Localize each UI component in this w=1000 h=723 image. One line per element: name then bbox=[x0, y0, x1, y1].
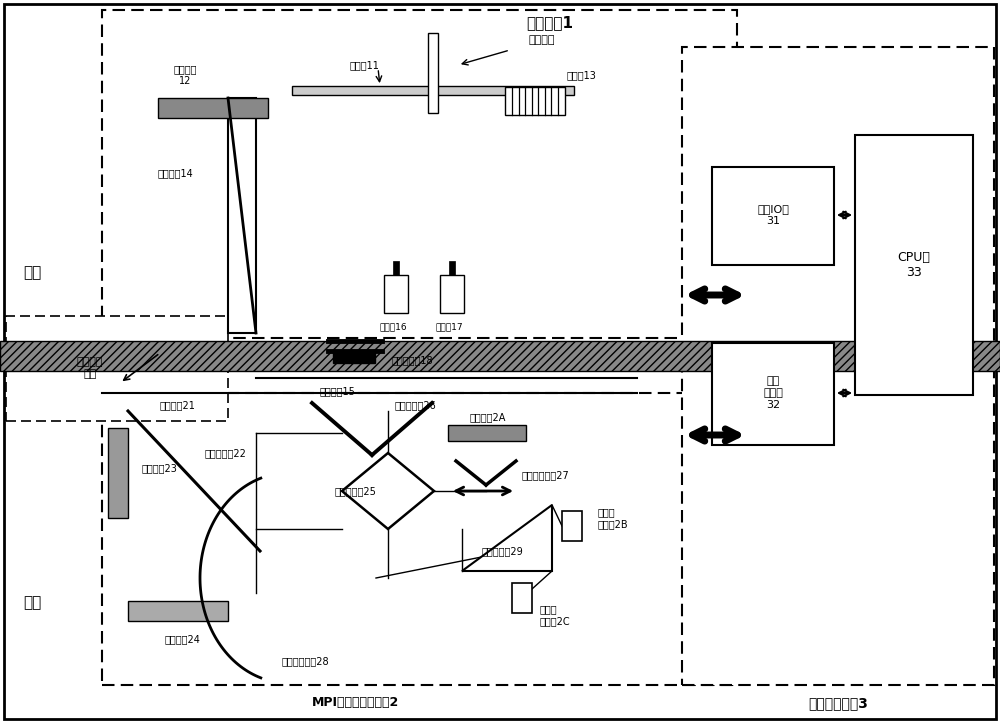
Bar bbox=[128, 601, 228, 621]
Polygon shape bbox=[342, 453, 434, 529]
Polygon shape bbox=[462, 505, 552, 571]
Text: 校准黑体
12: 校准黑体 12 bbox=[173, 64, 197, 86]
Bar bbox=[102, 10, 737, 338]
Bar bbox=[562, 511, 582, 541]
Text: 参考黑体23: 参考黑体23 bbox=[142, 463, 178, 473]
Text: 波束分离器22: 波束分离器22 bbox=[205, 448, 247, 458]
Text: 系统控制设备3: 系统控制设备3 bbox=[808, 696, 868, 710]
Text: 抛物面反射镜28: 抛物面反射镜28 bbox=[281, 656, 329, 666]
Text: 波束分离器29: 波束分离器29 bbox=[481, 546, 523, 556]
Text: 数字IO板
31: 数字IO板 31 bbox=[757, 204, 789, 226]
Text: 太赫兹
探测器2C: 太赫兹 探测器2C bbox=[540, 604, 571, 626]
Bar bbox=[108, 428, 128, 518]
Bar bbox=[712, 343, 834, 445]
Text: 可移动屋面镜27: 可移动屋面镜27 bbox=[522, 470, 570, 480]
Text: 太赫兹
探测器2B: 太赫兹 探测器2B bbox=[598, 508, 629, 529]
Text: 旋转臂11: 旋转臂11 bbox=[350, 60, 380, 70]
Text: 介质窗口14: 介质窗口14 bbox=[157, 168, 193, 178]
Bar bbox=[0, 341, 1000, 371]
Bar bbox=[855, 135, 973, 395]
Bar bbox=[158, 98, 268, 118]
Bar bbox=[712, 167, 834, 265]
Text: 数据
采集板
32: 数据 采集板 32 bbox=[763, 377, 783, 410]
Text: 介质窗口15: 介质窗口15 bbox=[320, 386, 356, 396]
Bar bbox=[393, 261, 399, 275]
Bar bbox=[102, 393, 737, 685]
Bar bbox=[428, 33, 438, 113]
Text: 旋转装置: 旋转装置 bbox=[529, 35, 555, 45]
Bar bbox=[6, 316, 228, 421]
Bar bbox=[682, 47, 994, 685]
Text: 室外: 室外 bbox=[23, 265, 41, 281]
Text: 校准设备1: 校准设备1 bbox=[526, 15, 574, 30]
Text: 信号传输
装置: 信号传输 装置 bbox=[77, 357, 103, 379]
Bar bbox=[448, 425, 526, 441]
Bar bbox=[449, 261, 455, 275]
Bar bbox=[333, 353, 375, 363]
Text: 固定屋面镜26: 固定屋面镜26 bbox=[395, 400, 437, 410]
Bar bbox=[512, 583, 532, 613]
Text: CPU板
33: CPU板 33 bbox=[898, 251, 930, 279]
Bar bbox=[292, 86, 574, 95]
Text: 介质窗口21: 介质窗口21 bbox=[160, 400, 196, 410]
Text: 温度计17: 温度计17 bbox=[435, 322, 463, 332]
Bar bbox=[384, 275, 408, 313]
Text: 温度计16: 温度计16 bbox=[379, 322, 407, 332]
Bar bbox=[228, 98, 256, 333]
Text: MPI型傅立叶光谱仪2: MPI型傅立叶光谱仪2 bbox=[311, 696, 399, 709]
Text: 吸收黑体2A: 吸收黑体2A bbox=[470, 412, 506, 422]
Bar bbox=[505, 87, 565, 115]
Text: 清洁刷13: 清洁刷13 bbox=[567, 70, 597, 80]
Text: 室内: 室内 bbox=[23, 596, 41, 610]
Text: 嵌位开关组18: 嵌位开关组18 bbox=[392, 355, 434, 365]
Bar bbox=[440, 275, 464, 313]
Text: 吸收黑体24: 吸收黑体24 bbox=[164, 634, 200, 644]
Text: 波束分离器25: 波束分离器25 bbox=[334, 486, 376, 496]
